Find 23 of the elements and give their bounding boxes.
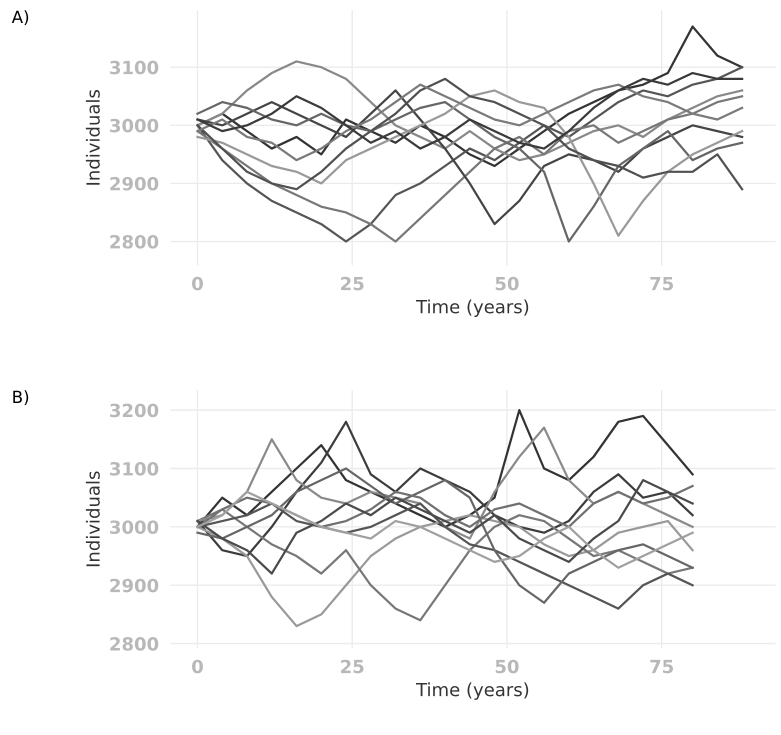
x-tick-label: 25 xyxy=(341,276,364,290)
y-tick-label: 3100 xyxy=(110,60,158,74)
y-tick-label: 2800 xyxy=(110,234,158,249)
x-tick-label: 50 xyxy=(496,276,519,290)
x-tick-label: 0 xyxy=(192,276,203,290)
text: B) xyxy=(13,390,28,406)
y-tick-label: 3200 xyxy=(110,404,158,418)
y-tick-label: 3000 xyxy=(110,118,158,132)
text: A) xyxy=(12,10,28,26)
y-tick-label: 2900 xyxy=(110,578,158,592)
y-axis-title: Individuals xyxy=(86,90,100,185)
y-tick-label: 2900 xyxy=(110,176,158,191)
x-tick-label: 75 xyxy=(650,277,673,290)
y-tick-label: 3000 xyxy=(110,520,158,534)
x-tick-label: 50 xyxy=(496,660,519,674)
x-tick-label: 75 xyxy=(650,660,673,674)
y-tick-label: 2800 xyxy=(110,637,158,651)
x-axis-title: Time (years) xyxy=(416,682,528,700)
x-tick-label: 25 xyxy=(341,660,364,674)
y-axis-title: Individuals xyxy=(86,471,100,566)
y-tick-label: 3100 xyxy=(110,462,158,476)
x-axis-title: Time (years) xyxy=(416,299,528,317)
x-tick-label: 0 xyxy=(192,660,203,674)
